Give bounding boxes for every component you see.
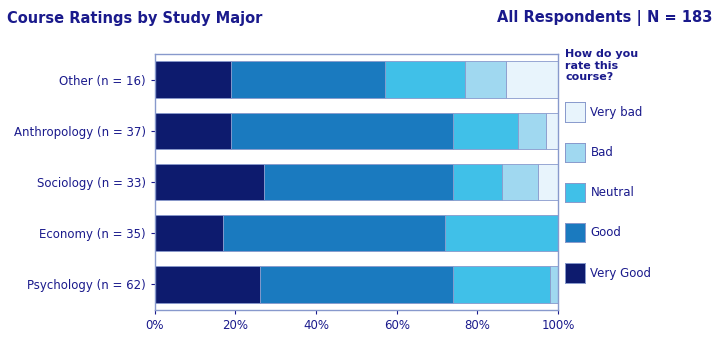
Bar: [546, 112, 558, 149]
Bar: [155, 61, 231, 98]
Text: All Respondents | N = 183: All Respondents | N = 183: [498, 10, 713, 27]
Bar: [155, 215, 223, 252]
Bar: [453, 112, 518, 149]
Text: Neutral: Neutral: [590, 186, 634, 199]
Bar: [231, 61, 384, 98]
Text: Good: Good: [590, 226, 621, 239]
Bar: [453, 266, 550, 303]
Bar: [260, 266, 453, 303]
Text: Course Ratings by Study Major: Course Ratings by Study Major: [7, 10, 263, 26]
Bar: [502, 163, 538, 201]
Bar: [155, 112, 231, 149]
Text: How do you
rate this
course?: How do you rate this course?: [565, 49, 639, 82]
Bar: [538, 163, 558, 201]
Bar: [453, 163, 502, 201]
Bar: [505, 61, 558, 98]
Bar: [445, 215, 558, 252]
Bar: [231, 112, 453, 149]
Text: Very bad: Very bad: [590, 105, 643, 119]
Bar: [465, 61, 505, 98]
Bar: [384, 61, 465, 98]
Bar: [223, 215, 445, 252]
Text: Bad: Bad: [590, 146, 613, 159]
Bar: [264, 163, 453, 201]
Bar: [155, 266, 260, 303]
Bar: [550, 266, 558, 303]
Bar: [518, 112, 546, 149]
Bar: [155, 163, 264, 201]
Text: Very Good: Very Good: [590, 266, 652, 280]
